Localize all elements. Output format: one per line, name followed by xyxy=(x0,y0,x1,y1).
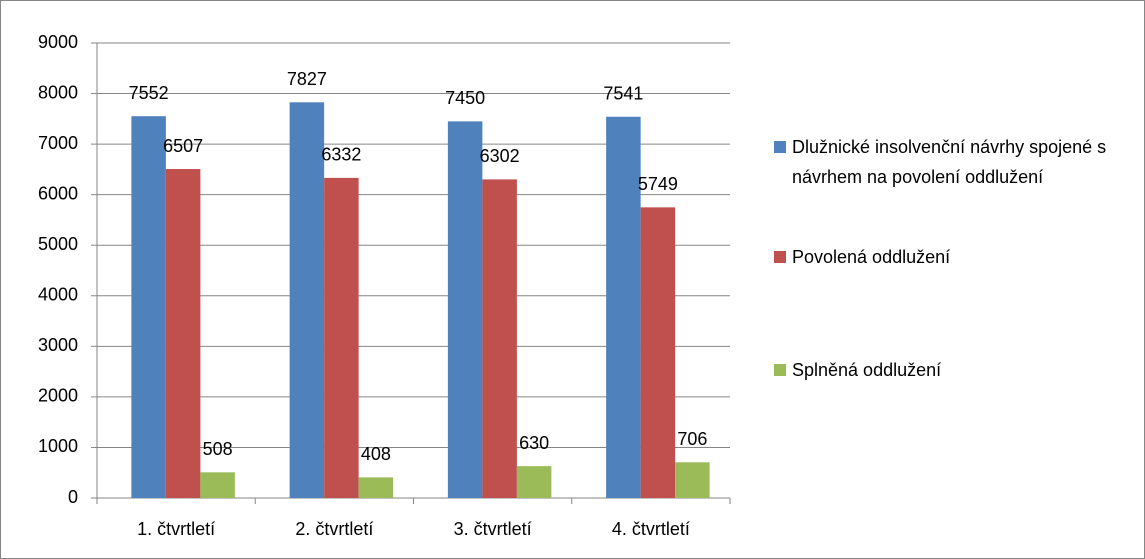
legend-label: Splněná oddlužení xyxy=(792,360,942,380)
data-label: 508 xyxy=(203,439,233,459)
legend-key xyxy=(774,251,786,263)
bar xyxy=(358,477,394,498)
legend-key xyxy=(774,364,786,376)
y-tick-label: 1000 xyxy=(38,436,78,456)
bar xyxy=(200,472,235,498)
legend-key xyxy=(774,141,786,153)
data-label: 7552 xyxy=(129,83,169,103)
y-tick-label: 7000 xyxy=(38,133,78,153)
data-label: 6302 xyxy=(480,146,520,166)
legend-label: Povolená oddlužení xyxy=(792,247,951,267)
bar xyxy=(131,116,166,499)
legend-entry: Povolená oddlužení xyxy=(774,242,950,272)
data-label: 6332 xyxy=(321,145,361,165)
bar xyxy=(640,207,676,498)
legend-label: Dlužnické insolvenční návrhy spojené s n… xyxy=(792,137,1107,187)
data-label: 7827 xyxy=(287,69,327,89)
data-label: 7450 xyxy=(445,88,485,108)
y-tick-label: 2000 xyxy=(38,386,78,406)
bar xyxy=(324,177,359,499)
x-tick-label: 2. čtvrtletí xyxy=(295,519,373,539)
bar xyxy=(165,169,201,498)
bar xyxy=(447,121,483,498)
y-tick-label: 3000 xyxy=(38,335,78,355)
y-tick-label: 6000 xyxy=(38,183,78,203)
x-tick-label: 3. čtvrtletí xyxy=(454,519,532,539)
legend-entry: Splněná oddlužení xyxy=(774,355,941,385)
data-label: 5749 xyxy=(638,174,678,194)
data-label: 630 xyxy=(519,433,549,453)
data-label: 706 xyxy=(677,429,707,449)
data-label: 408 xyxy=(361,444,391,464)
bar xyxy=(606,116,641,498)
bar xyxy=(482,179,517,498)
y-tick-label: 5000 xyxy=(38,234,78,254)
x-tick-label: 4. čtvrtletí xyxy=(612,519,690,539)
y-tick-label: 4000 xyxy=(38,285,78,305)
x-tick-label: 1. čtvrtletí xyxy=(137,519,215,539)
bar xyxy=(516,466,552,498)
bar xyxy=(289,102,325,498)
bar xyxy=(675,462,710,498)
y-tick-label: 9000 xyxy=(38,32,78,52)
data-label: 6507 xyxy=(163,136,203,156)
y-tick-label: 8000 xyxy=(38,82,78,102)
legend-entry: Dlužnické insolvenční návrhy spojené s n… xyxy=(774,132,1124,192)
y-tick-label: 0 xyxy=(68,487,78,507)
data-label: 7541 xyxy=(603,84,643,104)
